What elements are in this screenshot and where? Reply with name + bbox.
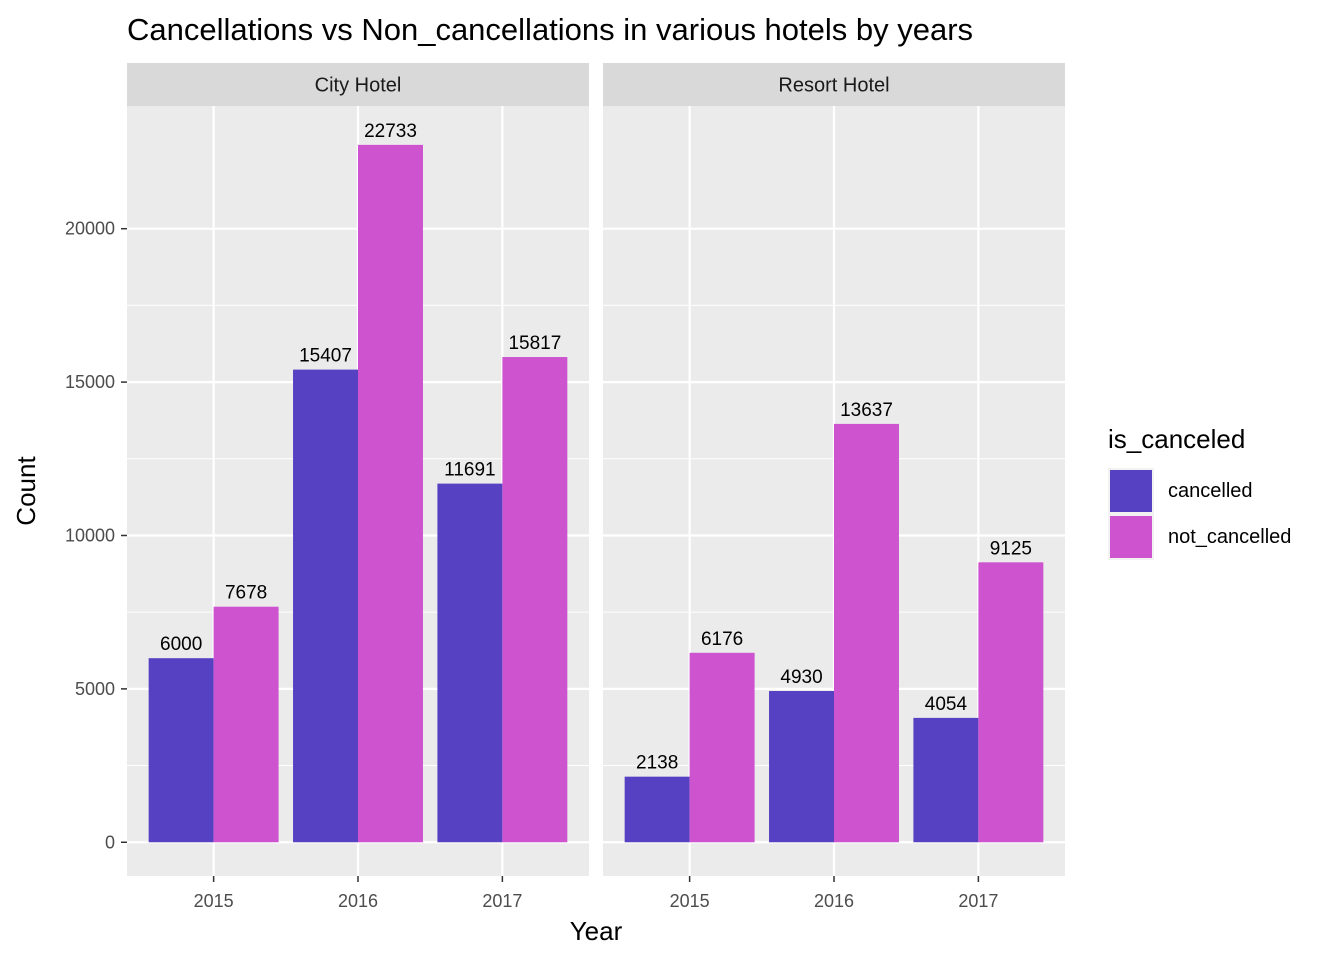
x-tick-label: 2017: [482, 891, 522, 911]
bar-not_cancelled-2015: [689, 652, 755, 843]
legend-label: cancelled: [1168, 480, 1253, 502]
bar-cancelled-2017: [913, 717, 979, 843]
y-tick-label: 20000: [65, 219, 115, 239]
facet-panels: 6000 7678 2015 15407 22733 2016 11691 15817 2017…: [127, 63, 1065, 911]
bar-value-label: 15407: [299, 346, 352, 367]
bar-value-label: 6000: [160, 634, 202, 655]
panel-resort-hotel: 2138 6176 2015 4930 13637 2016 4054 9125 2017 Res…: [603, 63, 1065, 911]
legend-title: is_canceled: [1108, 424, 1245, 454]
y-tick-label: 15000: [65, 372, 115, 392]
facet-strip: [127, 63, 589, 106]
bar-value-label: 11691: [444, 460, 495, 481]
bar-value-label: 7678: [225, 583, 267, 604]
bar-not_cancelled-2016: [358, 144, 423, 843]
bar-not_cancelled-2015: [213, 606, 279, 843]
bar-value-label: 2138: [636, 753, 678, 774]
legend-key-not_cancelled: [1110, 516, 1152, 558]
bar-cancelled-2016: [293, 369, 358, 843]
legend-label: not_cancelled: [1168, 526, 1291, 548]
bar-cancelled-2015: [624, 776, 690, 843]
x-axis-title: Year: [570, 916, 623, 946]
chart-title: Cancellations vs Non_cancellations in va…: [127, 12, 973, 47]
bar-value-label: 6176: [701, 629, 743, 650]
bar-value-label: 9125: [990, 538, 1032, 559]
y-axis-title: Count: [11, 456, 41, 526]
bar-cancelled-2017: [437, 483, 503, 843]
y-tick-label: 5000: [75, 679, 115, 699]
x-tick-label: 2016: [338, 891, 378, 911]
bar-value-label: 4054: [925, 694, 968, 715]
x-tick-label: 2015: [670, 891, 710, 911]
bar-value-label: 4930: [780, 667, 822, 688]
bar-cancelled-2016: [769, 691, 834, 843]
y-axis: 0 5000 10000 15000 20000: [65, 219, 127, 852]
bar-value-label: 13637: [840, 400, 893, 421]
legend: is_canceled cancelled not_cancelled: [1108, 424, 1291, 560]
bar-not_cancelled-2016: [834, 423, 899, 843]
facet-strip: [603, 63, 1065, 106]
facet-strip-label: City Hotel: [315, 75, 402, 97]
bar-value-label: 22733: [364, 121, 417, 142]
x-tick-label: 2016: [814, 891, 854, 911]
bar-cancelled-2015: [148, 658, 214, 843]
facet-strip-label: Resort Hotel: [778, 75, 889, 97]
bar-value-label: 15817: [508, 333, 561, 354]
bar-not_cancelled-2017: [502, 357, 568, 843]
x-tick-label: 2015: [194, 891, 234, 911]
bar-not_cancelled-2017: [978, 562, 1044, 843]
y-tick-label: 10000: [65, 525, 115, 545]
panel-city-hotel: 6000 7678 2015 15407 22733 2016 11691 15817 2017…: [127, 63, 589, 911]
legend-key-cancelled: [1110, 470, 1152, 512]
y-tick-label: 0: [105, 832, 115, 852]
x-tick-label: 2017: [958, 891, 998, 911]
